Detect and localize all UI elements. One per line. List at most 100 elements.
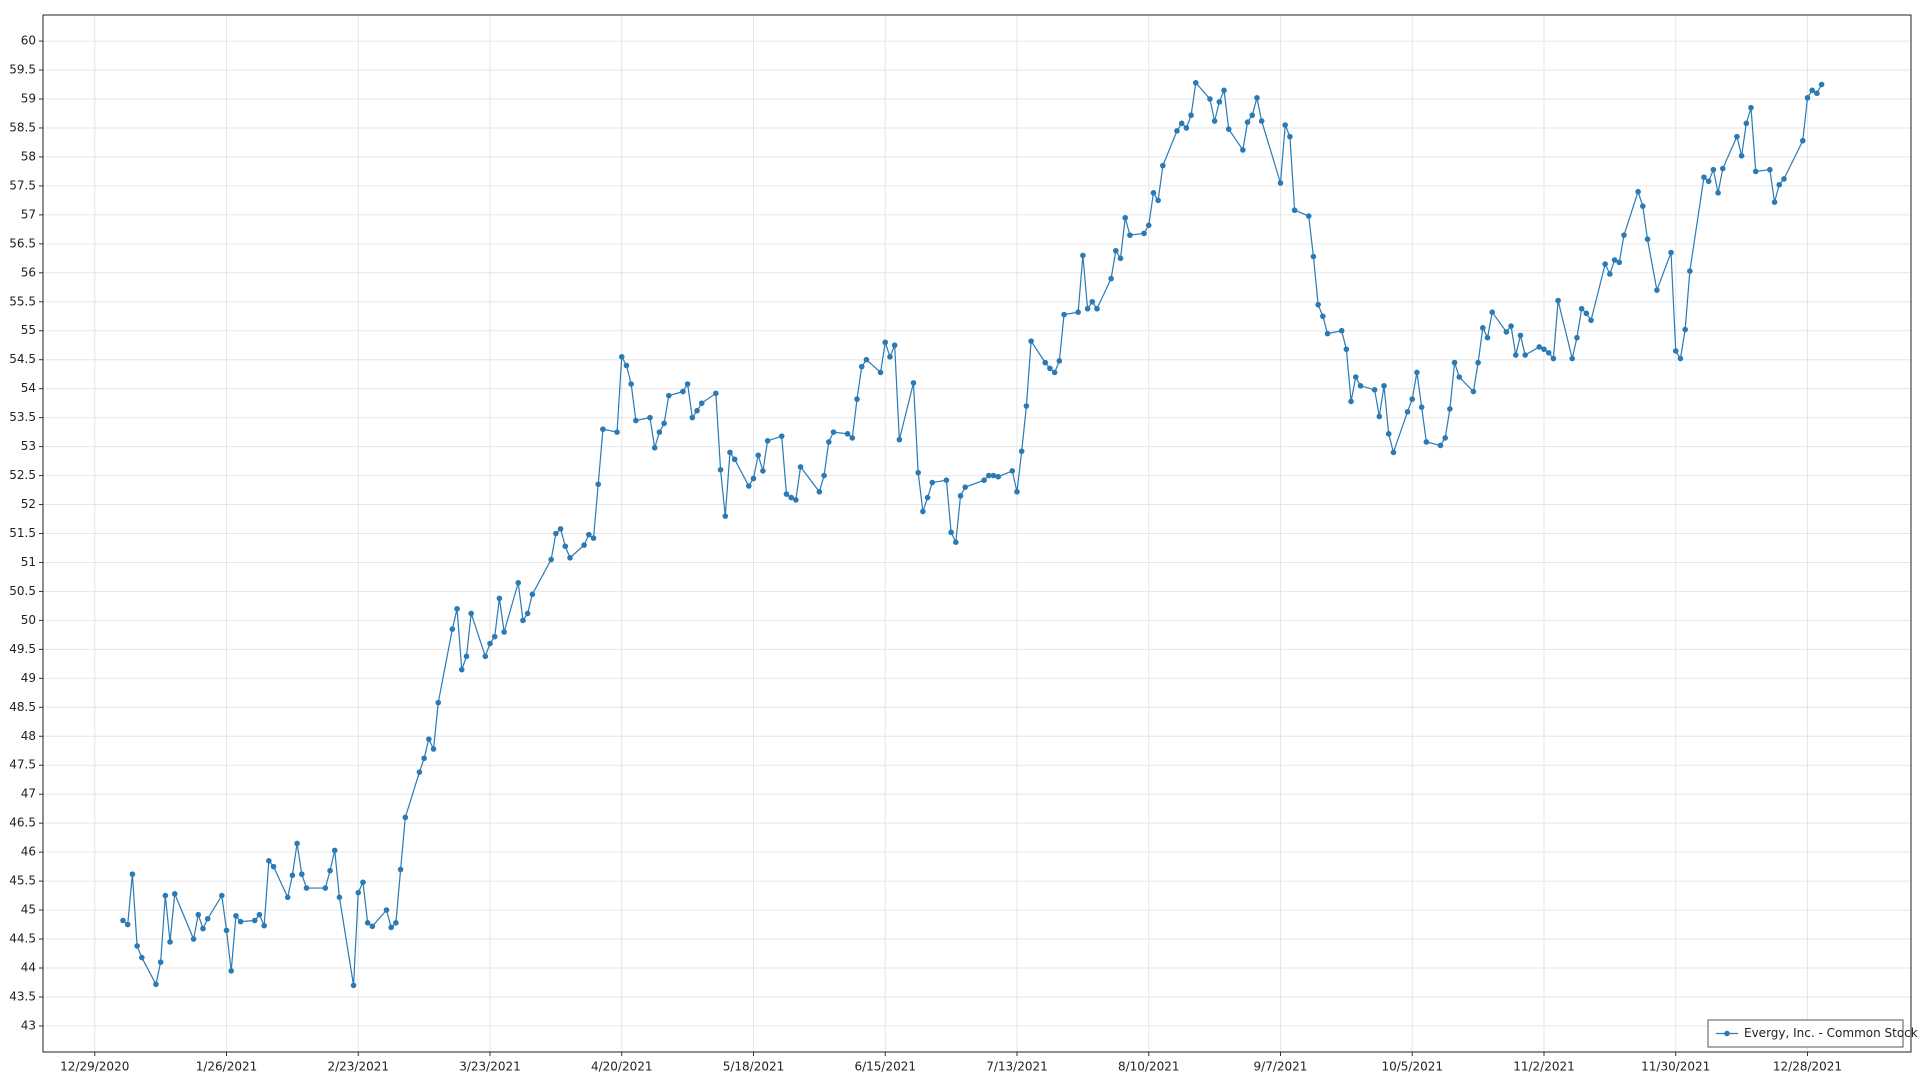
- data-point: [388, 924, 394, 931]
- data-point: [1437, 442, 1444, 449]
- data-point: [1804, 95, 1811, 101]
- data-point: [1545, 349, 1552, 356]
- data-point: [1221, 87, 1227, 94]
- series-line: [122, 81, 1823, 986]
- y-tick-label: 54: [21, 381, 36, 395]
- y-tick-label: 44: [21, 960, 36, 974]
- data-point: [1517, 332, 1524, 339]
- data-point: [1145, 222, 1152, 229]
- data-point: [929, 479, 936, 486]
- data-point: [1541, 346, 1547, 353]
- data-point: [256, 911, 263, 918]
- data-point: [1018, 448, 1025, 455]
- data-point: [134, 943, 140, 949]
- data-point: [219, 892, 225, 899]
- data-point: [491, 633, 498, 640]
- legend-box: [1707, 1019, 1904, 1048]
- data-point: [1536, 344, 1543, 350]
- data-point: [713, 390, 719, 397]
- data-point: [190, 936, 197, 942]
- y-tick-label: 57.5: [9, 178, 36, 192]
- data-point: [1014, 488, 1020, 495]
- y-tick-label: 46: [21, 845, 36, 859]
- data-point: [496, 595, 503, 602]
- data-point: [647, 414, 653, 421]
- data-point: [698, 400, 705, 406]
- data-point: [1192, 79, 1199, 86]
- data-point: [849, 435, 856, 441]
- data-point: [722, 513, 729, 519]
- data-point: [1767, 166, 1773, 173]
- y-tick-label: 55: [21, 323, 36, 337]
- data-point: [129, 871, 136, 877]
- data-point: [482, 653, 489, 660]
- data-point: [355, 889, 362, 896]
- data-point: [1357, 382, 1364, 389]
- data-point: [1061, 311, 1067, 318]
- data-point: [1117, 255, 1124, 262]
- data-point: [1480, 325, 1486, 331]
- data-point: [1715, 190, 1721, 196]
- data-point: [793, 497, 799, 503]
- data-point: [289, 872, 296, 879]
- data-point: [1705, 178, 1712, 185]
- data-point: [1456, 374, 1463, 380]
- data-point: [458, 666, 465, 673]
- data-point: [1470, 388, 1477, 395]
- data-point: [1244, 119, 1251, 125]
- data-point: [877, 369, 884, 376]
- data-point: [1734, 133, 1740, 140]
- data-point: [1682, 326, 1688, 333]
- data-point: [369, 923, 376, 930]
- data-point: [797, 464, 804, 470]
- x-tick-label: 4/20/2021: [591, 1060, 653, 1074]
- data-point: [830, 429, 837, 435]
- data-point: [1574, 334, 1580, 341]
- data-point: [331, 847, 338, 854]
- data-point: [1324, 330, 1331, 337]
- data-point: [891, 342, 898, 349]
- data-point: [515, 579, 522, 586]
- data-point: [1381, 382, 1387, 389]
- data-point: [948, 529, 954, 536]
- data-point: [1508, 323, 1514, 329]
- data-point: [689, 414, 696, 421]
- data-point: [1442, 435, 1448, 441]
- data-point: [1343, 346, 1350, 353]
- y-tick-label: 57: [21, 207, 36, 221]
- data-point: [1616, 259, 1623, 266]
- data-point: [1719, 165, 1726, 172]
- data-point: [985, 472, 992, 479]
- data-point: [595, 481, 602, 488]
- data-point: [120, 917, 126, 924]
- data-point: [910, 380, 917, 386]
- x-tick-label: 7/13/2021: [986, 1060, 1048, 1074]
- data-point: [327, 867, 333, 874]
- data-point: [124, 921, 131, 928]
- data-point: [778, 433, 785, 439]
- y-tick-label: 43.5: [9, 989, 36, 1003]
- y-tick-label: 53.5: [9, 410, 36, 424]
- data-point: [270, 863, 277, 870]
- x-tick-label: 10/5/2021: [1381, 1060, 1443, 1074]
- data-point: [1080, 252, 1086, 259]
- y-tick-label: 45.5: [9, 874, 36, 888]
- data-point: [520, 617, 526, 624]
- legend-label: Evergy, Inc. - Common Stock: [1744, 1026, 1918, 1040]
- data-point: [1512, 352, 1519, 358]
- data-point: [1160, 162, 1166, 169]
- data-point: [1607, 271, 1613, 277]
- data-point: [487, 640, 493, 647]
- data-point: [1583, 310, 1590, 317]
- data-point: [788, 494, 794, 501]
- data-point: [1249, 112, 1256, 119]
- y-tick-label: 50: [21, 613, 36, 627]
- y-tick-label: 53: [21, 439, 36, 453]
- data-point: [1569, 355, 1576, 362]
- data-point: [1555, 297, 1561, 304]
- data-point: [298, 871, 305, 877]
- data-point: [1207, 96, 1213, 102]
- data-point: [1748, 104, 1754, 111]
- y-tick-label: 51.5: [9, 526, 36, 540]
- data-point: [557, 526, 564, 532]
